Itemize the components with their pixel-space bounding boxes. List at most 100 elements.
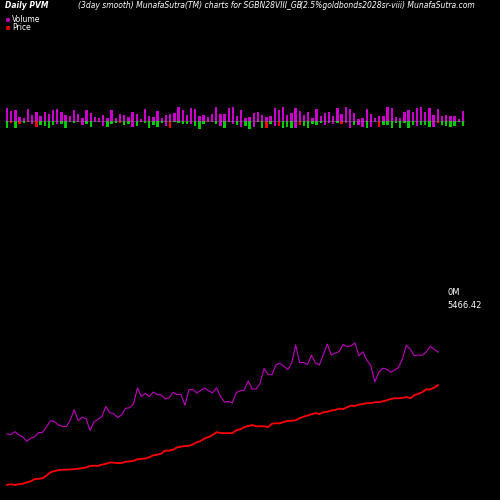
Bar bbox=[211, 120, 213, 122]
Bar bbox=[198, 116, 200, 120]
Bar bbox=[399, 118, 402, 120]
Bar bbox=[40, 120, 42, 125]
Text: 0M: 0M bbox=[448, 288, 460, 297]
Bar bbox=[215, 120, 218, 124]
Bar bbox=[123, 120, 126, 125]
Bar bbox=[316, 109, 318, 120]
Bar bbox=[31, 115, 34, 120]
Bar bbox=[408, 120, 410, 128]
Bar bbox=[374, 120, 376, 122]
Bar bbox=[114, 118, 117, 120]
Bar bbox=[132, 112, 134, 120]
Bar bbox=[420, 120, 422, 125]
Bar bbox=[206, 120, 209, 122]
Bar bbox=[160, 118, 163, 120]
Bar bbox=[290, 120, 292, 128]
Bar bbox=[81, 120, 84, 126]
Bar bbox=[362, 120, 364, 127]
Bar bbox=[152, 117, 154, 120]
Bar bbox=[140, 120, 142, 122]
Bar bbox=[445, 116, 448, 120]
Bar bbox=[282, 120, 284, 128]
Bar bbox=[14, 120, 16, 128]
Bar bbox=[274, 120, 276, 126]
Bar bbox=[403, 112, 406, 120]
Bar bbox=[194, 120, 196, 126]
Bar bbox=[190, 120, 192, 124]
Bar bbox=[441, 116, 443, 120]
Bar bbox=[412, 112, 414, 120]
Bar bbox=[114, 120, 117, 123]
Bar bbox=[77, 120, 80, 122]
Bar bbox=[298, 120, 301, 124]
Bar bbox=[382, 120, 384, 126]
Bar bbox=[386, 120, 389, 126]
Bar bbox=[27, 109, 29, 120]
Bar bbox=[257, 112, 259, 120]
Bar bbox=[60, 120, 62, 124]
Bar bbox=[44, 112, 46, 120]
Bar bbox=[332, 116, 334, 120]
Bar bbox=[353, 120, 356, 124]
Bar bbox=[265, 118, 268, 120]
Bar bbox=[86, 120, 87, 124]
Bar bbox=[294, 120, 297, 128]
Bar bbox=[462, 112, 464, 120]
Bar bbox=[18, 120, 21, 124]
Bar bbox=[270, 116, 272, 120]
Bar bbox=[386, 107, 389, 120]
Bar bbox=[165, 120, 167, 126]
Bar bbox=[160, 120, 163, 123]
Bar bbox=[73, 120, 75, 123]
Bar bbox=[408, 110, 410, 120]
Bar bbox=[48, 120, 50, 128]
Bar bbox=[278, 110, 280, 120]
Bar bbox=[261, 120, 264, 128]
Bar bbox=[416, 108, 418, 120]
Bar bbox=[228, 120, 230, 122]
Bar bbox=[22, 118, 25, 120]
Bar bbox=[27, 120, 29, 122]
Bar bbox=[56, 120, 58, 124]
Bar bbox=[35, 112, 37, 120]
Bar bbox=[390, 108, 393, 120]
Bar bbox=[449, 116, 452, 120]
Bar bbox=[458, 120, 460, 122]
Bar bbox=[340, 120, 343, 124]
Bar bbox=[432, 120, 435, 127]
Bar bbox=[98, 120, 100, 122]
Bar bbox=[340, 114, 343, 120]
Bar bbox=[316, 120, 318, 124]
Bar bbox=[324, 120, 326, 126]
Bar bbox=[102, 116, 104, 120]
Bar bbox=[64, 116, 67, 120]
Bar bbox=[252, 112, 255, 120]
Bar bbox=[190, 108, 192, 120]
Bar bbox=[18, 118, 21, 120]
Bar bbox=[224, 120, 226, 128]
Bar bbox=[106, 118, 108, 120]
Bar bbox=[215, 108, 218, 120]
Bar bbox=[48, 114, 50, 120]
Bar bbox=[294, 108, 297, 120]
Bar bbox=[328, 112, 330, 120]
Bar bbox=[244, 120, 246, 126]
Bar bbox=[136, 120, 138, 126]
Bar bbox=[236, 120, 238, 126]
Bar bbox=[378, 120, 380, 128]
Bar bbox=[156, 111, 159, 120]
Bar bbox=[68, 120, 71, 122]
Bar bbox=[462, 120, 464, 126]
Bar bbox=[303, 120, 305, 126]
Bar bbox=[252, 120, 255, 127]
Bar bbox=[454, 120, 456, 126]
Bar bbox=[173, 114, 176, 120]
Bar bbox=[94, 117, 96, 120]
Bar bbox=[6, 120, 8, 128]
Bar bbox=[344, 120, 347, 122]
Bar bbox=[403, 120, 406, 123]
Bar bbox=[298, 111, 301, 120]
Bar bbox=[240, 110, 242, 120]
Bar bbox=[31, 120, 34, 124]
Bar bbox=[353, 113, 356, 120]
